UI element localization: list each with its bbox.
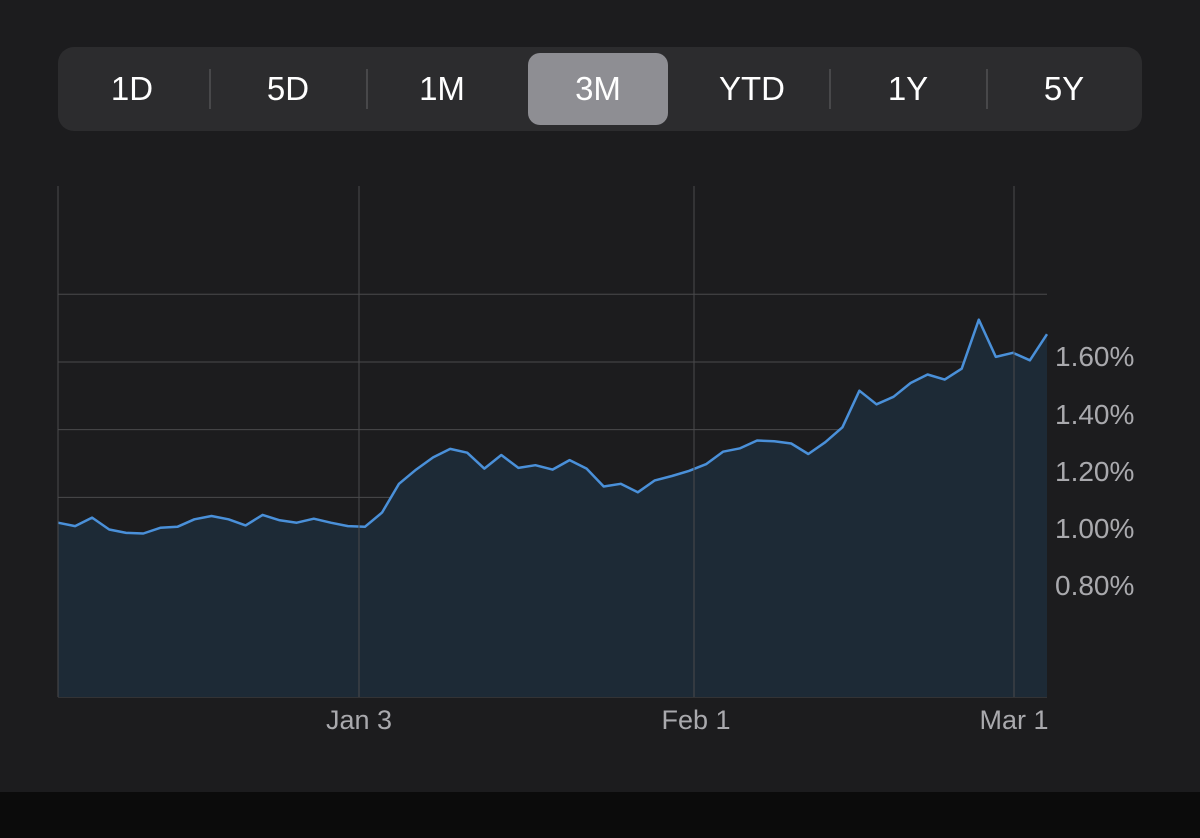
segment-divider <box>986 69 988 109</box>
range-1d-button[interactable]: 1D <box>110 70 154 107</box>
segment-divider <box>209 69 211 109</box>
range-5d-button[interactable]: 5D <box>266 70 310 107</box>
range-3m-button[interactable]: 3M <box>528 53 668 125</box>
time-range-selector: 1D 5D 1M 3M YTD 1Y 5Y <box>58 47 1142 131</box>
bottom-bar <box>0 792 1200 838</box>
y-tick-label: 0.80% <box>1055 570 1134 601</box>
x-tick-label: Mar 1 <box>979 705 1048 735</box>
x-tick-label: Jan 3 <box>326 705 392 735</box>
range-1m-button[interactable]: 1M <box>419 70 465 107</box>
range-5y-button[interactable]: 5Y <box>1043 70 1085 107</box>
segment-divider <box>829 69 831 109</box>
line-chart: Jan 3 Feb 1 Mar 1 1.60% 1.40% 1.20% 1.00… <box>57 186 1134 735</box>
area-fill <box>58 319 1047 697</box>
y-tick-label: 1.60% <box>1055 341 1134 372</box>
series-line <box>57 318 1049 535</box>
x-tick-label: Feb 1 <box>661 705 730 735</box>
y-tick-label: 1.40% <box>1055 399 1134 430</box>
range-ytd-button[interactable]: YTD <box>719 70 785 107</box>
range-1y-button[interactable]: 1Y <box>887 70 929 107</box>
y-tick-label: 1.20% <box>1055 456 1134 487</box>
y-tick-label: 1.00% <box>1055 513 1134 544</box>
segment-divider <box>366 69 368 109</box>
